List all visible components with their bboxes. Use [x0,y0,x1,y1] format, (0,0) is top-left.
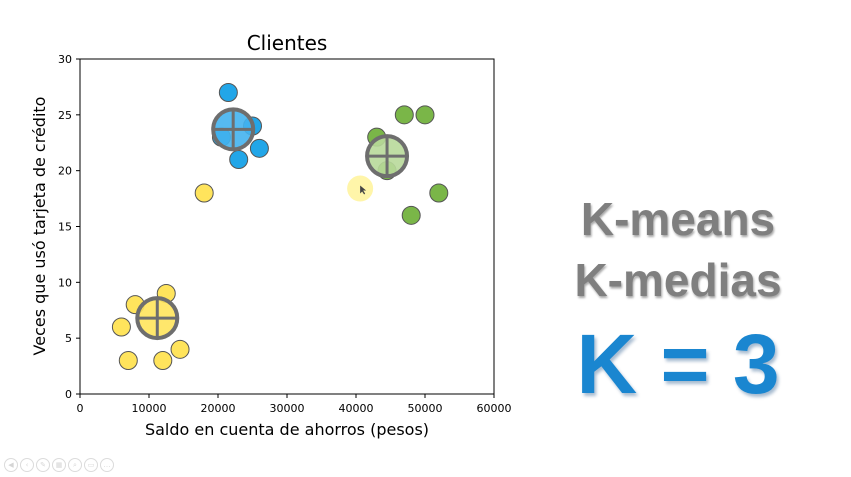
back-icon[interactable]: ‹ [20,458,34,472]
y-tick-label: 20 [58,165,72,178]
data-point [394,105,414,125]
y-tick-label: 5 [65,332,72,345]
y-tick-label: 0 [65,388,72,401]
kmedias-label: K-medias [574,254,782,306]
data-point [118,351,138,370]
more-icon[interactable]: … [100,458,114,472]
subtitle-icon[interactable]: ▭ [84,458,98,472]
data-point [218,83,238,102]
chart-title: Clientes [247,31,328,55]
data-point [194,183,214,203]
data-point [170,339,190,359]
data-point [249,138,269,158]
x-axis-ticks: 0 10000 20000 30000 40000 50000 60000 [77,394,512,415]
y-tick-label: 15 [58,221,72,234]
x-axis-label: Saldo en cuenta de ahorros (pesos) [145,420,429,439]
x-tick-label: 10000 [132,402,167,415]
data-point [111,317,131,337]
x-tick-label: 30000 [270,402,305,415]
pen-icon[interactable]: ✎ [36,458,50,472]
slide-toolbar: ◀ ‹ ✎ ▦ ⌕ ▭… [4,458,114,472]
cursor-icon [360,185,367,195]
y-tick-label: 10 [58,276,72,289]
data-point [401,205,421,225]
centroids-layer [135,107,410,341]
y-axis-ticks: 0 5 10 15 20 25 30 [58,53,80,401]
x-tick-label: 50000 [408,402,443,415]
k-equals-label: K = 3 [576,317,780,411]
data-point [429,183,449,203]
x-tick-label: 40000 [339,402,374,415]
kmeans-label: K-means [580,193,776,245]
zoom-icon[interactable]: ⌕ [68,458,82,472]
y-tick-label: 30 [58,53,72,66]
y-tick-label: 25 [58,109,72,122]
x-tick-label: 60000 [477,402,512,415]
data-point [153,351,173,370]
grid-icon[interactable]: ▦ [52,458,66,472]
data-point [415,105,435,125]
x-tick-label: 0 [77,402,84,415]
data-point [229,150,249,169]
x-tick-label: 20000 [201,402,236,415]
rewind-icon[interactable]: ◀ [4,458,18,472]
y-axis-label: Veces que usó tarjeta de crédito [30,97,49,356]
